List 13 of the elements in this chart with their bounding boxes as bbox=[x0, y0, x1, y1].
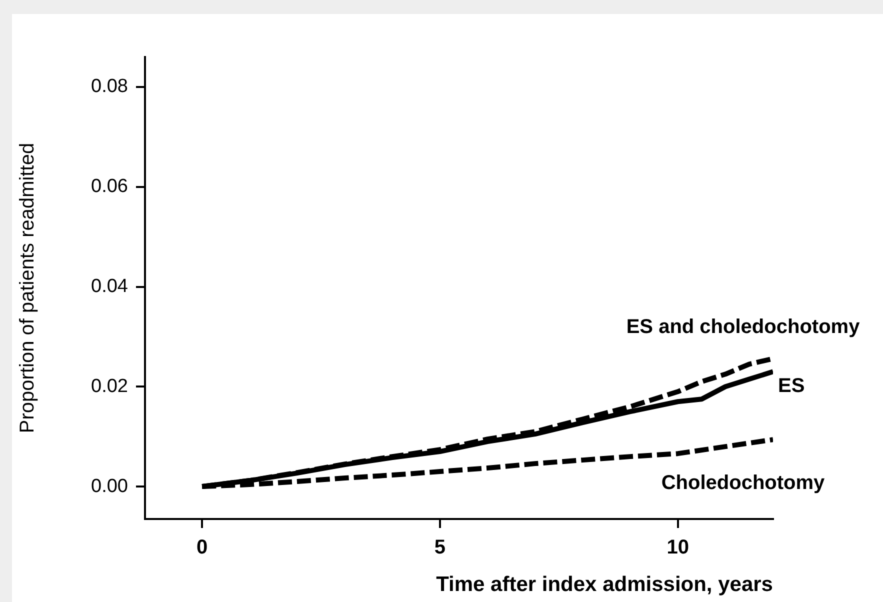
x-tick-label: 0 bbox=[196, 536, 208, 559]
series-label: Choledochotomy bbox=[661, 472, 826, 494]
y-tick-label: 0.06 bbox=[91, 176, 128, 198]
y-tick-label: 0.00 bbox=[91, 476, 128, 497]
x-tick-label: 10 bbox=[666, 536, 689, 559]
y-tick-label: 0.04 bbox=[91, 276, 128, 297]
y-tick-label: 0.08 bbox=[91, 76, 128, 98]
x-axis-title: Time after index admission, years bbox=[436, 573, 773, 596]
series-label: ES bbox=[778, 375, 805, 398]
y-tick-label: 0.02 bbox=[91, 376, 128, 397]
series-label: ES and choledochotomy bbox=[626, 316, 861, 338]
x-tick-label: 5 bbox=[434, 536, 446, 559]
y-axis-title: Proportion of patients readmitted bbox=[16, 142, 39, 434]
